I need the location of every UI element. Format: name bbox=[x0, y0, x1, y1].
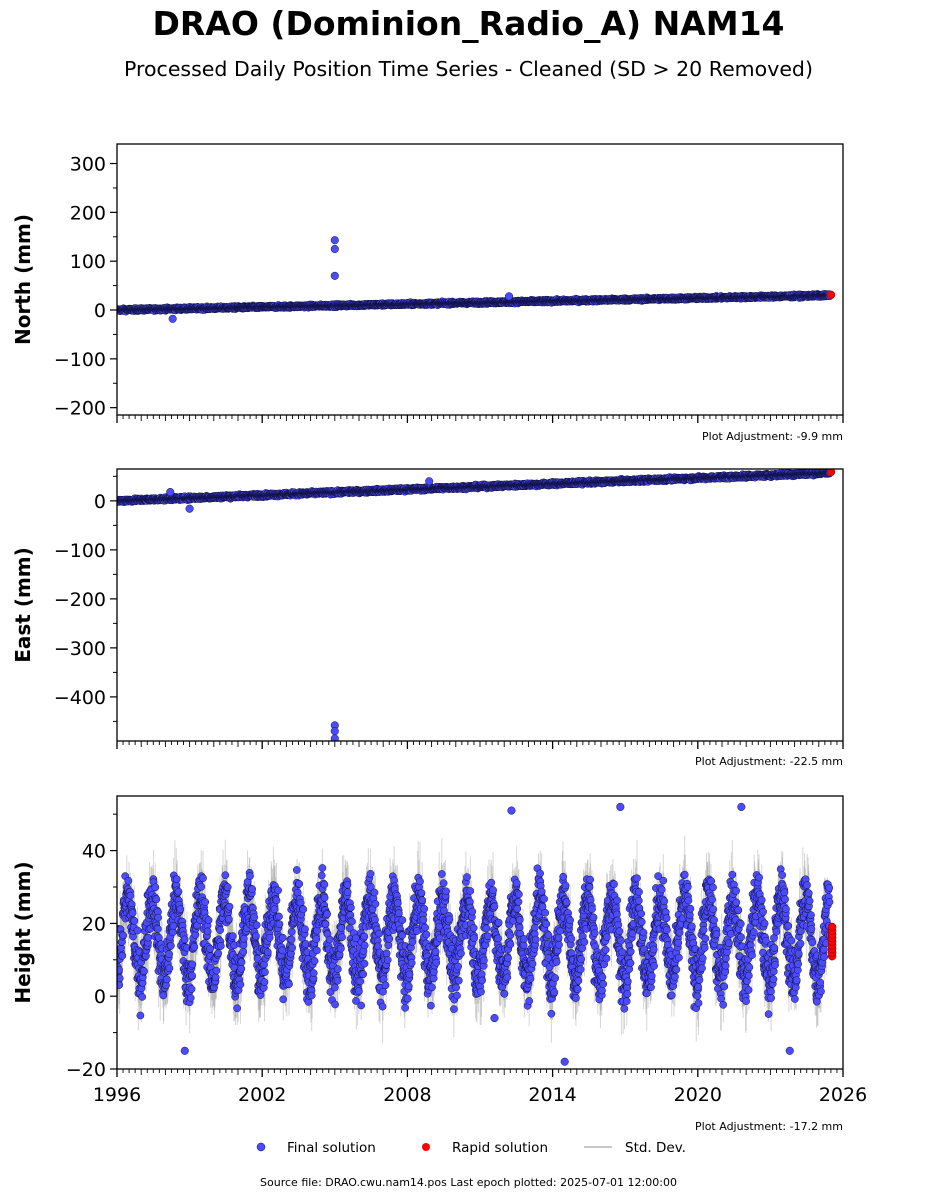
y-tick-label: 200 bbox=[70, 202, 106, 224]
data-layer bbox=[117, 236, 836, 323]
final-solution-outlier bbox=[168, 314, 177, 323]
rapid-solution-point bbox=[826, 290, 836, 300]
y-tick-label: 0 bbox=[94, 300, 106, 322]
chart-title: DRAO (Dominion_Radio_A) NAM14 bbox=[152, 4, 785, 43]
data-layer bbox=[117, 469, 836, 741]
final-solution-outlier bbox=[504, 292, 514, 301]
chart-subtitle: Processed Daily Position Time Series - C… bbox=[124, 57, 813, 81]
y-tick-label: −100 bbox=[54, 349, 106, 371]
y-tick-label: 100 bbox=[70, 251, 106, 273]
y-tick-label: 300 bbox=[70, 154, 106, 176]
y-axis-label: North (mm) bbox=[11, 214, 35, 345]
y-tick-label: −200 bbox=[54, 398, 106, 420]
plot-frame bbox=[116, 143, 844, 416]
final-solution-outlier bbox=[330, 236, 339, 245]
north-panel: 300 200 100 0 −100 −200 North (mm) bbox=[11, 143, 844, 423]
final-solution-outlier bbox=[330, 244, 339, 254]
final-solution-outlier bbox=[330, 271, 339, 280]
